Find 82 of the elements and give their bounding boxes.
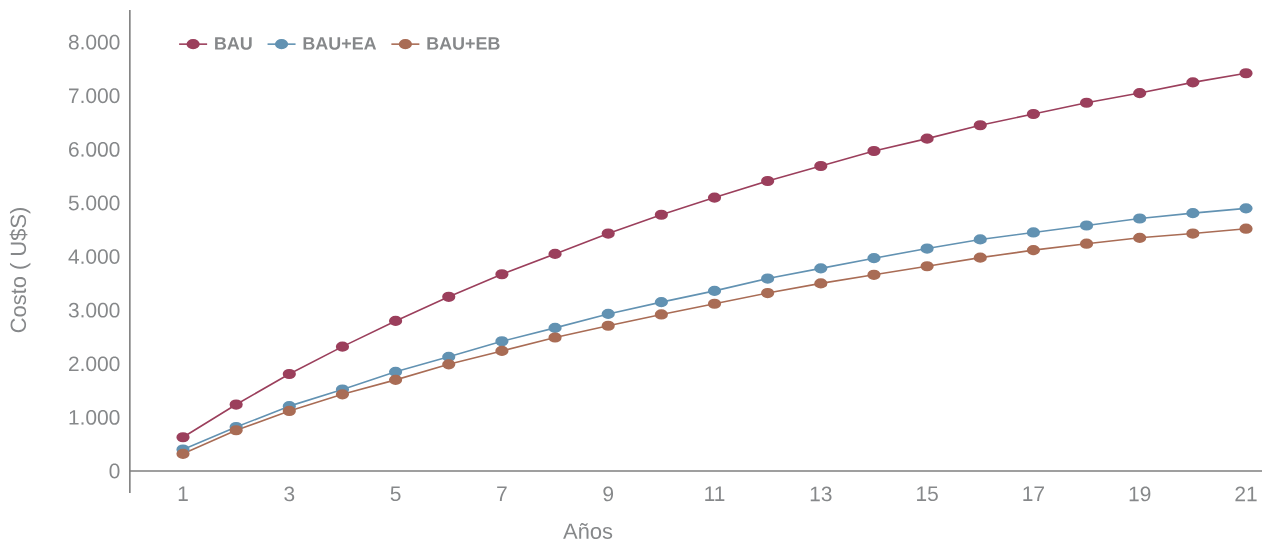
point bbox=[920, 133, 934, 144]
point bbox=[1026, 108, 1041, 120]
point bbox=[1133, 232, 1147, 243]
point bbox=[1186, 228, 1200, 239]
point bbox=[973, 252, 987, 263]
point bbox=[282, 368, 296, 380]
x-tick-label: 11 bbox=[705, 486, 725, 501]
point bbox=[973, 120, 987, 131]
point bbox=[548, 248, 562, 259]
point bbox=[707, 285, 722, 296]
legend-label: BAU bbox=[215, 37, 252, 50]
x-tick-label: 9 bbox=[603, 486, 614, 502]
x-tick-label: 21 bbox=[1235, 486, 1257, 502]
point bbox=[1186, 208, 1200, 219]
point bbox=[654, 209, 668, 220]
point bbox=[1133, 213, 1147, 224]
point bbox=[707, 192, 722, 203]
point bbox=[229, 425, 243, 436]
point bbox=[495, 336, 509, 347]
y-tick-label: 5.000 bbox=[68, 195, 120, 211]
point bbox=[1026, 245, 1041, 256]
point bbox=[1239, 223, 1253, 234]
x-tick-label: 7 bbox=[497, 486, 507, 501]
point bbox=[867, 145, 881, 157]
y-axis-title: Costo ( U$S) bbox=[9, 208, 31, 333]
point bbox=[601, 308, 615, 320]
point bbox=[814, 160, 828, 172]
point bbox=[176, 432, 190, 443]
point bbox=[654, 309, 668, 320]
point bbox=[920, 261, 934, 272]
point bbox=[335, 341, 350, 352]
point bbox=[495, 345, 509, 357]
legend-label: BAU+EB bbox=[427, 37, 500, 50]
point bbox=[1186, 77, 1200, 88]
point bbox=[973, 234, 987, 245]
point bbox=[1239, 68, 1253, 79]
y-tick-label: 0 bbox=[109, 463, 120, 479]
point bbox=[548, 332, 562, 343]
point bbox=[389, 315, 403, 327]
point bbox=[920, 243, 934, 254]
point bbox=[601, 228, 615, 239]
x-tick-label: 17 bbox=[1023, 486, 1044, 501]
point bbox=[1079, 97, 1094, 108]
point bbox=[442, 359, 456, 370]
legend-label: BAU+EA bbox=[303, 37, 377, 50]
point bbox=[761, 175, 775, 187]
point bbox=[867, 269, 881, 280]
y-tick-label: 1.000 bbox=[69, 409, 120, 425]
y-tick-label: 8.000 bbox=[68, 34, 120, 50]
point bbox=[548, 322, 562, 333]
y-tick-label: 3.000 bbox=[68, 302, 120, 318]
x-axis-title: Años bbox=[563, 523, 613, 539]
point bbox=[654, 297, 668, 308]
y-tick-label: 4.000 bbox=[68, 249, 120, 264]
y-tick-label: 7.000 bbox=[69, 88, 120, 104]
point bbox=[867, 253, 881, 264]
x-tick-label: 3 bbox=[284, 486, 295, 502]
point bbox=[1079, 220, 1094, 231]
point bbox=[442, 291, 456, 302]
point bbox=[814, 263, 828, 274]
point bbox=[1026, 227, 1041, 238]
point bbox=[282, 405, 296, 417]
point bbox=[389, 374, 403, 385]
point bbox=[1079, 238, 1094, 249]
point bbox=[761, 287, 775, 299]
point bbox=[601, 320, 615, 331]
x-tick-label: 1 bbox=[178, 486, 188, 501]
x-tick-label: 5 bbox=[390, 486, 401, 502]
point bbox=[1133, 87, 1147, 99]
x-tick-label: 13 bbox=[810, 486, 832, 502]
x-tick-label: 19 bbox=[1129, 486, 1151, 502]
y-tick-label: 2.000 bbox=[69, 356, 120, 372]
point bbox=[229, 399, 243, 410]
point bbox=[335, 389, 350, 400]
point bbox=[495, 269, 509, 280]
point bbox=[1239, 203, 1253, 214]
x-tick-label: 15 bbox=[917, 486, 938, 502]
point bbox=[761, 273, 775, 284]
point bbox=[707, 298, 722, 309]
point bbox=[814, 278, 828, 289]
y-tick-label: 6.000 bbox=[69, 141, 120, 157]
point bbox=[176, 448, 190, 459]
